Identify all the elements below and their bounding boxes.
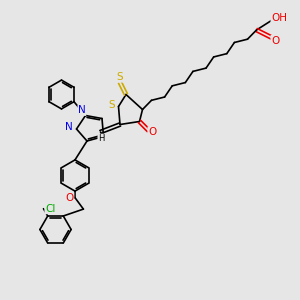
Text: S: S [117, 72, 123, 82]
Text: O: O [271, 35, 279, 46]
Text: H: H [98, 134, 104, 143]
Text: Cl: Cl [45, 204, 55, 214]
Text: N: N [78, 105, 86, 116]
Text: O: O [148, 127, 156, 137]
Text: OH: OH [271, 13, 287, 23]
Text: O: O [65, 193, 74, 203]
Text: S: S [109, 100, 115, 110]
Text: N: N [65, 122, 73, 133]
